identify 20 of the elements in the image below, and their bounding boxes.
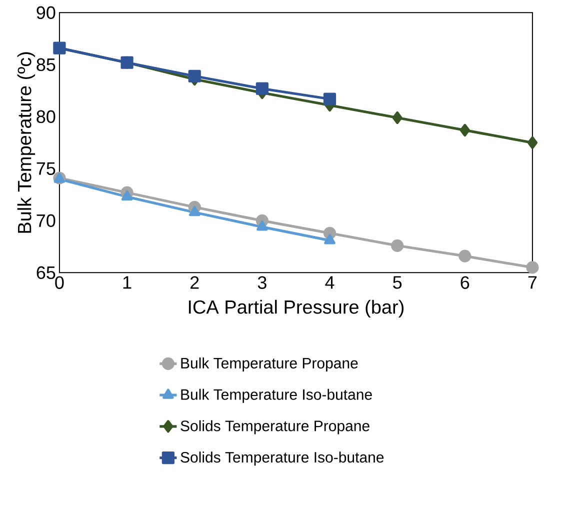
- x-tick-label: 3: [258, 276, 266, 289]
- legend-label: Solids Temperature Propane: [180, 420, 370, 434]
- x-tick-label: 4: [325, 276, 334, 289]
- x-tick-label: 0: [55, 276, 64, 289]
- legend-label: Solids Temperature Iso-butane: [180, 452, 384, 466]
- x-axis-title: ICA Partial Pressure (bar): [188, 300, 404, 318]
- legend-label: Bulk Temperature Propane: [181, 357, 358, 372]
- x-tick-label: 7: [528, 276, 537, 289]
- y-tick-label: 85: [36, 58, 56, 72]
- x-tick-label: 5: [393, 276, 402, 289]
- x-tick-label: 6: [460, 276, 470, 289]
- x-tick-label: 2: [190, 276, 199, 289]
- y-tick-label: 90: [36, 6, 56, 20]
- y-tick-label: 80: [36, 110, 56, 124]
- y-tick-label: 75: [36, 162, 56, 175]
- y-tick-label: 65: [36, 266, 56, 280]
- y-tick-label: 70: [36, 214, 56, 228]
- x-tick-label: 1: [123, 276, 132, 289]
- y-axis-title: Bulk Temperature (ºc): [17, 52, 36, 233]
- legend-label: Bulk Temperature Iso-butane: [181, 388, 372, 403]
